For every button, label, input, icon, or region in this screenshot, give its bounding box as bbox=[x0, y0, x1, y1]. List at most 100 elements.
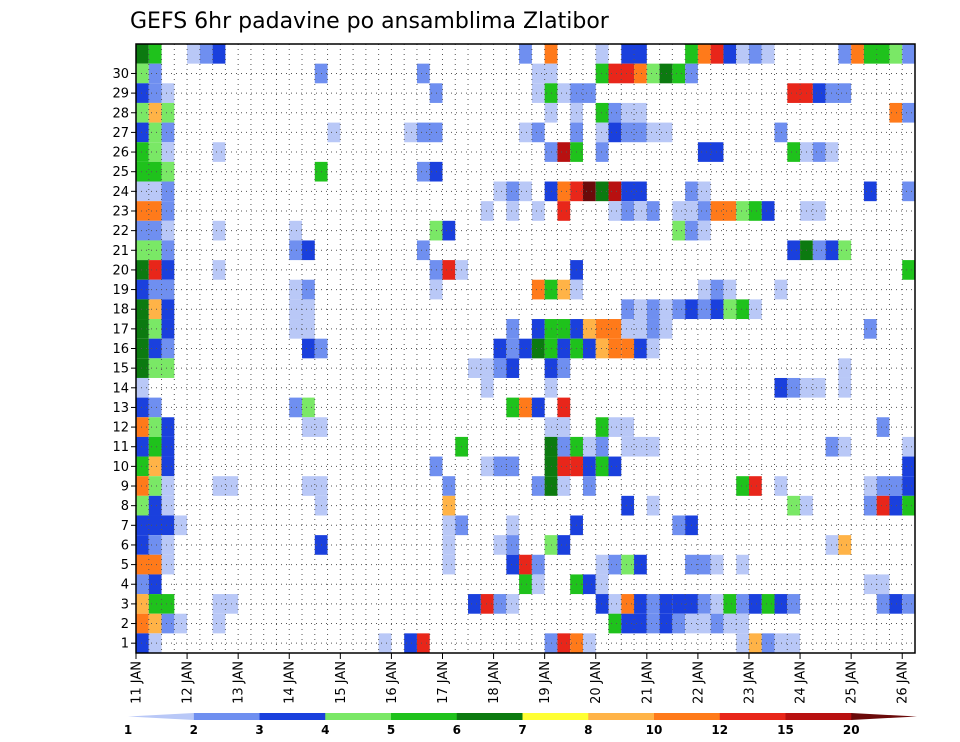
heatmap-cell bbox=[902, 456, 915, 477]
y-tick-label: 6 bbox=[121, 538, 129, 553]
x-tick-label: 24 JAN bbox=[794, 661, 809, 704]
heatmap-cell bbox=[493, 594, 507, 614]
heatmap-cell bbox=[136, 535, 149, 555]
heatmap-cell bbox=[519, 122, 532, 143]
heatmap-cell bbox=[148, 142, 162, 162]
colorbar-swatch bbox=[522, 713, 589, 720]
heatmap-cell bbox=[761, 44, 775, 64]
heatmap-cell bbox=[136, 142, 149, 162]
colorbar-label: 15 bbox=[777, 723, 794, 737]
heatmap-cell bbox=[148, 633, 162, 653]
heatmap-cell bbox=[468, 594, 481, 614]
heatmap-cell bbox=[519, 181, 532, 202]
heatmap-cell bbox=[736, 44, 749, 64]
heatmap-cell bbox=[710, 299, 724, 320]
colorbar-label: 12 bbox=[711, 723, 728, 737]
heatmap-cell bbox=[531, 574, 545, 595]
heatmap-cell bbox=[710, 594, 724, 614]
heatmap-cell bbox=[621, 613, 647, 634]
heatmap-cell bbox=[148, 63, 162, 84]
heatmap-cell bbox=[672, 201, 698, 221]
heatmap-cell bbox=[595, 456, 609, 477]
heatmap-cell bbox=[902, 102, 915, 123]
heatmap-cell bbox=[136, 63, 149, 84]
heatmap-cell bbox=[544, 417, 571, 437]
heatmap-cell bbox=[404, 122, 417, 143]
x-tick-label: 23 JAN bbox=[742, 661, 757, 704]
heatmap-cell bbox=[902, 594, 915, 614]
heatmap-cell bbox=[212, 142, 226, 162]
heatmap-cell bbox=[646, 319, 660, 339]
heatmap-cell bbox=[710, 44, 724, 64]
heatmap-cell bbox=[493, 181, 507, 202]
heatmap-cell bbox=[748, 299, 762, 320]
heatmap-cell bbox=[480, 377, 494, 398]
y-tick-label: 8 bbox=[121, 499, 129, 514]
heatmap-cell bbox=[531, 122, 545, 143]
heatmap-cell bbox=[506, 181, 520, 202]
heatmap-cell bbox=[608, 338, 622, 359]
heatmap-cell bbox=[212, 260, 226, 280]
heatmap-cell bbox=[519, 397, 532, 418]
colorbar-swatch bbox=[654, 713, 721, 720]
heatmap-cell bbox=[136, 397, 149, 418]
colorbar-swatch bbox=[325, 713, 392, 720]
heatmap-cell bbox=[161, 535, 175, 555]
heatmap-cell bbox=[557, 535, 571, 555]
heatmap-cell bbox=[876, 594, 890, 614]
heatmap-cell bbox=[557, 633, 571, 653]
y-tick-label: 21 bbox=[112, 244, 129, 259]
heatmap-cell bbox=[531, 319, 545, 339]
heatmap-cell bbox=[519, 554, 532, 575]
heatmap-cell bbox=[161, 456, 175, 477]
heatmap-cell bbox=[531, 279, 545, 300]
y-tick-label: 22 bbox=[112, 224, 129, 239]
heatmap-cell bbox=[621, 495, 635, 516]
heatmap-cell bbox=[416, 63, 430, 84]
heatmap-cell bbox=[136, 102, 149, 123]
colorbar-swatch bbox=[851, 713, 917, 720]
heatmap-cell bbox=[289, 240, 303, 261]
heatmap-cell bbox=[595, 338, 609, 359]
heatmap-cell bbox=[148, 436, 162, 457]
heatmap-cell bbox=[582, 436, 596, 457]
y-tick-label: 27 bbox=[112, 126, 129, 141]
heatmap-cell bbox=[697, 181, 711, 202]
y-tick-label: 20 bbox=[112, 263, 129, 278]
heatmap-cell bbox=[595, 574, 609, 595]
x-tick-label: 18 JAN bbox=[487, 661, 502, 704]
heatmap-cell bbox=[774, 122, 788, 143]
y-tick-label: 24 bbox=[112, 185, 129, 200]
heatmap-cell bbox=[416, 122, 443, 143]
y-tick-label: 12 bbox=[112, 421, 129, 436]
heatmap-cell bbox=[570, 83, 596, 103]
heatmap-cell bbox=[136, 83, 149, 103]
heatmap-cell bbox=[659, 299, 673, 320]
heatmap-cell bbox=[902, 181, 915, 202]
heatmap-cell bbox=[646, 495, 660, 516]
heatmap-cell bbox=[136, 279, 149, 300]
heatmap-cell bbox=[148, 83, 162, 103]
heatmap-cell bbox=[902, 260, 915, 280]
x-tick-label: 12 JAN bbox=[181, 661, 196, 704]
heatmap-cell bbox=[621, 44, 647, 64]
heatmap-cell bbox=[557, 279, 571, 300]
heatmap-cell bbox=[621, 102, 647, 123]
heatmap-cell bbox=[634, 299, 647, 320]
heatmap-cell bbox=[621, 594, 635, 614]
heatmap-cell bbox=[442, 495, 456, 516]
colorbar-label: 6 bbox=[453, 723, 461, 737]
colorbar-swatch bbox=[193, 713, 260, 720]
heatmap-cell bbox=[212, 613, 226, 634]
heatmap-cell bbox=[557, 456, 571, 477]
heatmap-cell bbox=[136, 613, 149, 634]
heatmap-cell bbox=[557, 142, 571, 162]
heatmap-cell bbox=[531, 554, 545, 575]
heatmap-cell bbox=[838, 377, 852, 398]
heatmap-cell bbox=[723, 44, 737, 64]
heatmap-cell bbox=[136, 161, 162, 182]
heatmap-cell bbox=[136, 338, 149, 359]
x-tick-label: 16 JAN bbox=[385, 661, 400, 704]
heatmap-cell bbox=[161, 102, 175, 123]
